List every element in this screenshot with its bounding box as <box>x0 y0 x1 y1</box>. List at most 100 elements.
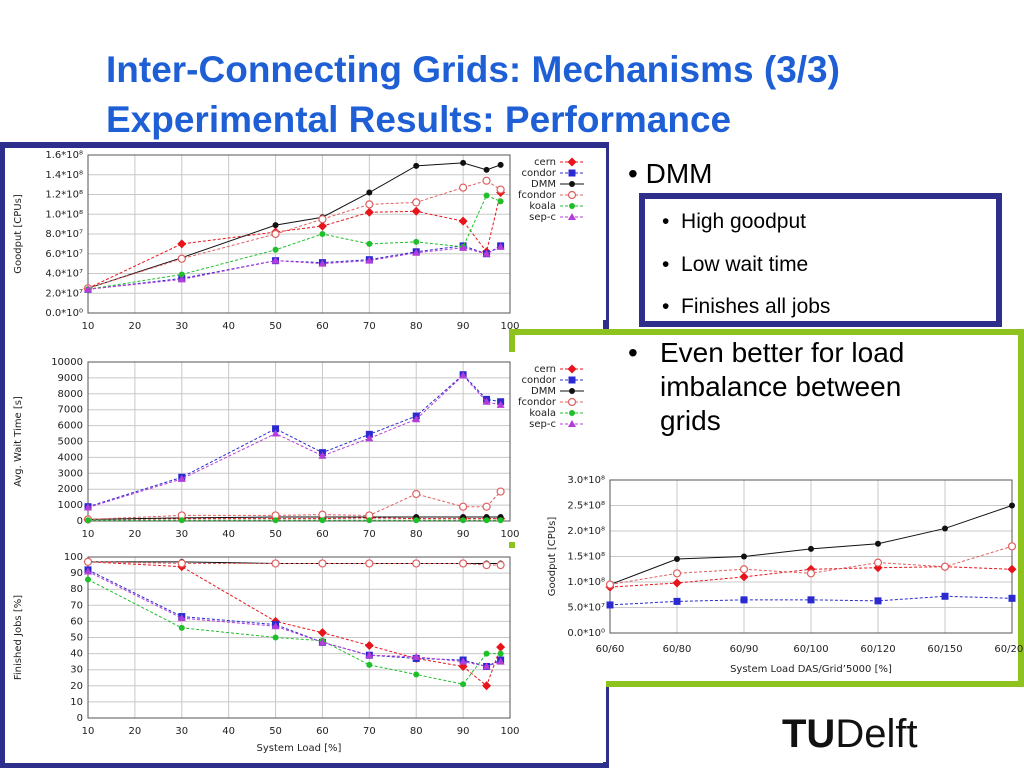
point <box>460 159 467 166</box>
y-tick-label: 2.0*10⁸ <box>567 526 605 537</box>
point <box>85 517 91 524</box>
legend-marker <box>569 410 575 416</box>
x-tick-label: 10 <box>82 321 95 332</box>
x-tick-label: 10 <box>82 726 95 737</box>
point <box>413 517 420 524</box>
y-tick-label: 1.4*10⁸ <box>45 170 83 181</box>
point <box>365 559 374 568</box>
y-tick-label: 3000 <box>58 468 83 479</box>
x-tick-label: 40 <box>222 529 235 540</box>
y-tick-label: 3.0*10⁸ <box>567 475 605 486</box>
y-tick-label: 2000 <box>58 484 83 495</box>
legend-label: condor <box>521 168 556 179</box>
y-tick-label: 6.0*10⁷ <box>45 249 83 260</box>
x-tick-label: 60/60 <box>596 644 625 655</box>
point <box>459 502 468 511</box>
legend-marker <box>568 169 576 177</box>
x-tick-label: 80 <box>410 321 423 332</box>
x-tick-label: 40 <box>222 321 235 332</box>
point <box>412 198 421 207</box>
y-tick-label: 0 <box>77 713 83 724</box>
point <box>496 185 505 194</box>
x-tick-label: 90 <box>457 529 470 540</box>
point <box>496 642 506 652</box>
x-tick-label: 70 <box>363 321 376 332</box>
y-tick-label: 1.2*10⁸ <box>45 190 83 201</box>
point <box>497 161 504 168</box>
x-tick-label: 90 <box>457 726 470 737</box>
point <box>318 638 327 646</box>
y-tick-label: 1.6*10⁸ <box>45 150 83 161</box>
y-tick-label: 10 <box>70 697 83 708</box>
point <box>412 652 421 660</box>
bullet: • DMM <box>628 158 713 189</box>
legend-label: sep-c <box>529 212 556 223</box>
point <box>365 651 374 659</box>
x-tick-label: 70 <box>363 726 376 737</box>
y-tick-label: 60 <box>70 616 83 627</box>
y-tick-label: 7000 <box>58 405 83 416</box>
x-tick-label: 60 <box>316 529 329 540</box>
point <box>460 517 467 524</box>
point <box>496 400 505 408</box>
point <box>460 681 467 688</box>
point <box>271 559 280 568</box>
bullet-text: Finishes all jobs <box>681 295 831 318</box>
point <box>318 510 327 519</box>
point <box>318 215 327 224</box>
x-tick-label: 100 <box>500 321 519 332</box>
point <box>875 540 881 547</box>
y-tick-label: 80 <box>70 584 83 595</box>
point <box>459 371 468 379</box>
point <box>1009 502 1015 509</box>
legend-label: sep-c <box>529 419 556 430</box>
point <box>177 559 186 568</box>
point <box>413 238 420 245</box>
point <box>807 596 815 604</box>
legend-marker <box>569 181 575 187</box>
point <box>496 560 505 570</box>
legend-marker <box>567 190 577 200</box>
x-tick-label: 20 <box>129 726 142 737</box>
y-tick-label: 5.0*10⁷ <box>567 603 605 614</box>
logo-tu: TU <box>782 712 836 756</box>
y-tick-label: 2.0*10⁷ <box>45 288 83 299</box>
point <box>272 246 279 253</box>
point <box>271 429 280 437</box>
logo: TUDelft <box>782 712 918 757</box>
x-tick-label: 20 <box>129 529 142 540</box>
point <box>318 559 327 568</box>
point <box>413 671 420 678</box>
point <box>177 275 186 283</box>
point <box>319 231 326 237</box>
point <box>672 569 682 578</box>
x-tick-label: 30 <box>175 726 188 737</box>
point <box>178 271 185 278</box>
point <box>271 622 280 630</box>
point <box>496 657 505 665</box>
point <box>459 243 468 251</box>
point <box>319 517 326 524</box>
series-line <box>87 192 502 289</box>
x-axis-title: System Load [%] <box>257 743 342 754</box>
point <box>806 569 816 578</box>
point <box>177 254 186 263</box>
point <box>412 559 421 568</box>
point <box>272 634 279 641</box>
series-line <box>87 374 501 508</box>
x-tick-label: 60/90 <box>730 644 759 655</box>
point <box>739 572 749 582</box>
point <box>318 451 327 459</box>
y-tick-label: 0 <box>77 516 83 527</box>
point <box>497 650 504 657</box>
point <box>483 192 490 199</box>
y-tick-label: 1000 <box>58 500 83 511</box>
point <box>413 162 420 169</box>
y-tick-label: 8.0*10⁷ <box>45 229 83 240</box>
plot-frame <box>87 154 511 314</box>
point <box>366 517 373 524</box>
x-tick-label: 40 <box>222 726 235 737</box>
y-tick-label: 1.0*10⁸ <box>567 577 605 588</box>
